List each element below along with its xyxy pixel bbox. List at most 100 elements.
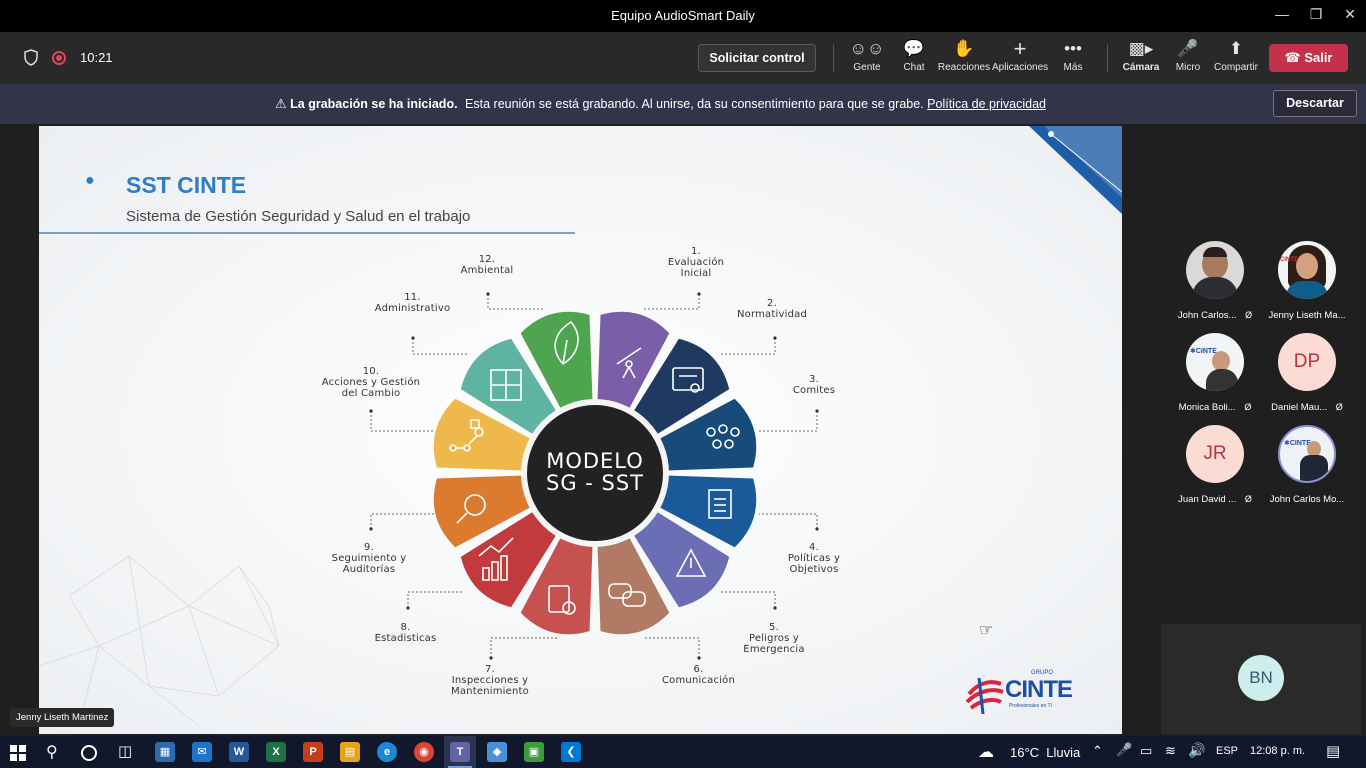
toolbar-divider	[1107, 44, 1108, 72]
apps-button[interactable]: + Aplicaciones	[992, 36, 1048, 73]
weather-cloud-icon[interactable]: ☁	[978, 744, 994, 761]
vscode-app-icon[interactable]: ❮	[561, 742, 581, 762]
phone-hangup-icon: ☎	[1284, 50, 1301, 65]
chrome-browser-icon[interactable]: ◉	[414, 742, 434, 762]
sg-sst-wheel-diagram	[369, 292, 819, 660]
avatar: CINTE	[1278, 241, 1336, 299]
store-app-icon[interactable]: ▦	[155, 742, 175, 762]
photos-app-icon[interactable]: ▣	[524, 742, 544, 762]
notifications-icon[interactable]: ▤	[1326, 743, 1341, 760]
shield-app-icon[interactable]: ◆	[487, 742, 507, 762]
participant-name-text: Daniel Mau...	[1271, 402, 1328, 413]
camera-button[interactable]: ▩▸ Cámara	[1113, 36, 1169, 73]
mic-muted-icon: Ø	[1244, 402, 1252, 412]
dismiss-button[interactable]: Descartar	[1273, 90, 1357, 117]
language-indicator[interactable]: ESP	[1216, 745, 1239, 757]
task-view-icon[interactable]: ◫	[118, 743, 133, 760]
people-button[interactable]: ☺☺ Gente	[839, 36, 895, 73]
banner-bold-text: La grabación se ha iniciado.	[290, 97, 458, 111]
chevron-up-icon[interactable]: ⌃	[1092, 743, 1103, 758]
window-title-bar: Equipo AudioSmart Daily — ❐ ✕	[0, 0, 1366, 32]
volume-icon[interactable]: 🔊	[1188, 742, 1206, 758]
participant-tile[interactable]: ✱CINTE Monica Boli... Ø	[1169, 333, 1261, 413]
mic-off-icon: 🎤	[1177, 39, 1199, 58]
center-line-2: SG - SST	[545, 471, 645, 495]
meeting-timer: 10:21	[80, 50, 113, 65]
warning-icon: ⚠	[275, 96, 287, 111]
clock[interactable]: 12:08 p. m.	[1250, 745, 1306, 757]
share-icon: ⬆	[1228, 39, 1244, 58]
avatar: ✱CINTE	[1186, 333, 1244, 391]
participant-name-text: Juan David ...	[1178, 494, 1237, 505]
request-control-button[interactable]: Solicitar control	[698, 44, 816, 72]
chat-button[interactable]: 💬 Chat	[886, 36, 942, 73]
reactions-button[interactable]: ✋ Reacciones	[936, 36, 992, 73]
shield-icon	[24, 49, 38, 66]
label-seguimiento: 9. Seguimiento y Auditorías	[331, 542, 407, 575]
wifi-icon[interactable]: ≋	[1165, 743, 1176, 758]
search-icon[interactable]: ⚲	[46, 744, 58, 761]
label-comunicacion: 6. Comunicación	[661, 664, 736, 686]
excel-app-icon[interactable]: X	[266, 742, 286, 762]
avatar: ✱CINTE	[1278, 425, 1336, 483]
windows-taskbar: ⚲ ◫ ▦ ✉ W X P ▤ e ◉ T ◆ ▣ ❮ ☁ 16°C Lluvi…	[0, 736, 1366, 768]
apps-label: Aplicaciones	[992, 62, 1049, 73]
participant-tile[interactable]: JR Juan David ... Ø	[1169, 425, 1261, 505]
participant-name: Monica Boli... Ø	[1169, 402, 1261, 413]
slide-subtitle: Sistema de Gestión Seguridad y Salud en …	[126, 208, 471, 225]
self-view-tile[interactable]: BN	[1161, 624, 1361, 734]
participant-tile[interactable]: CINTE Jenny Liseth Ma...	[1261, 241, 1353, 321]
segment-peligros	[633, 511, 730, 608]
mail-app-icon[interactable]: ✉	[192, 742, 212, 762]
more-button[interactable]: ••• Más	[1045, 36, 1101, 73]
slide-title: SST CINTE	[126, 172, 247, 198]
avatar	[1186, 241, 1244, 299]
windows-start-icon[interactable]	[10, 745, 26, 761]
close-icon[interactable]: ✕	[1344, 6, 1356, 22]
label-politicas-objetivos: 4. Políticas y Objetivos	[787, 542, 841, 575]
file-explorer-icon[interactable]: ▤	[340, 742, 360, 762]
mic-button[interactable]: 🎤 Micro	[1160, 36, 1216, 73]
hand-cursor-icon: ☞	[979, 622, 994, 639]
battery-icon[interactable]: ▭	[1140, 743, 1153, 758]
participant-name: John Carlos Mo...	[1269, 494, 1345, 505]
logo-tagline: Profesionales en TI	[1009, 703, 1052, 709]
camera-off-icon: ▩▸	[1128, 39, 1154, 58]
plus-icon: +	[1013, 36, 1027, 61]
microphone-icon[interactable]: 🎤	[1116, 742, 1133, 757]
privacy-policy-link[interactable]: Política de privacidad	[927, 97, 1046, 111]
segment-ambiental	[520, 311, 593, 410]
logo-text: CINTE	[1005, 676, 1073, 703]
share-label: Compartir	[1214, 62, 1258, 73]
active-app-indicator	[448, 766, 472, 768]
weather-text[interactable]: 16°C Lluvia	[1010, 745, 1081, 760]
participant-tile[interactable]: DP Daniel Mau... Ø	[1261, 333, 1353, 413]
self-avatar-initials: BN	[1238, 655, 1284, 701]
restore-icon[interactable]: ❐	[1309, 6, 1323, 22]
chat-label: Chat	[903, 62, 925, 73]
label-inspecciones: 7. Inspecciones y Mantenimiento	[451, 664, 529, 697]
wheel-center-label: MODELO SG - SST	[525, 450, 665, 494]
leave-button[interactable]: ☎ Salir	[1269, 44, 1348, 72]
segment-normatividad	[633, 338, 730, 435]
presentation-slide: ● SST CINTE Sistema de Gestión Seguridad…	[39, 126, 1122, 734]
share-button[interactable]: ⬆ Compartir	[1208, 36, 1264, 73]
word-app-icon[interactable]: W	[229, 742, 249, 762]
more-icon: •••	[1064, 39, 1082, 58]
powerpoint-app-icon[interactable]: P	[303, 742, 323, 762]
minimize-icon[interactable]: —	[1275, 6, 1289, 22]
cortana-icon[interactable]	[81, 745, 97, 761]
camera-label: Cámara	[1122, 62, 1160, 73]
avatar-initials: JR	[1186, 425, 1244, 483]
segment-politicas	[658, 475, 757, 548]
participant-tile[interactable]: ✱CINTE John Carlos Mo...	[1261, 425, 1353, 505]
participant-name: Daniel Mau... Ø	[1261, 402, 1353, 413]
mic-muted-icon: Ø	[1335, 402, 1343, 412]
edge-browser-icon[interactable]: e	[377, 742, 397, 762]
participant-name-text: Monica Boli...	[1178, 402, 1236, 413]
people-label: Gente	[853, 62, 881, 73]
bullet-icon: ●	[85, 172, 95, 189]
participant-tile[interactable]: John Carlos... Ø	[1169, 241, 1261, 321]
banner-message: ⚠ La grabación se ha iniciado. Esta reun…	[275, 96, 1046, 112]
teams-app-icon[interactable]: T	[450, 742, 470, 762]
